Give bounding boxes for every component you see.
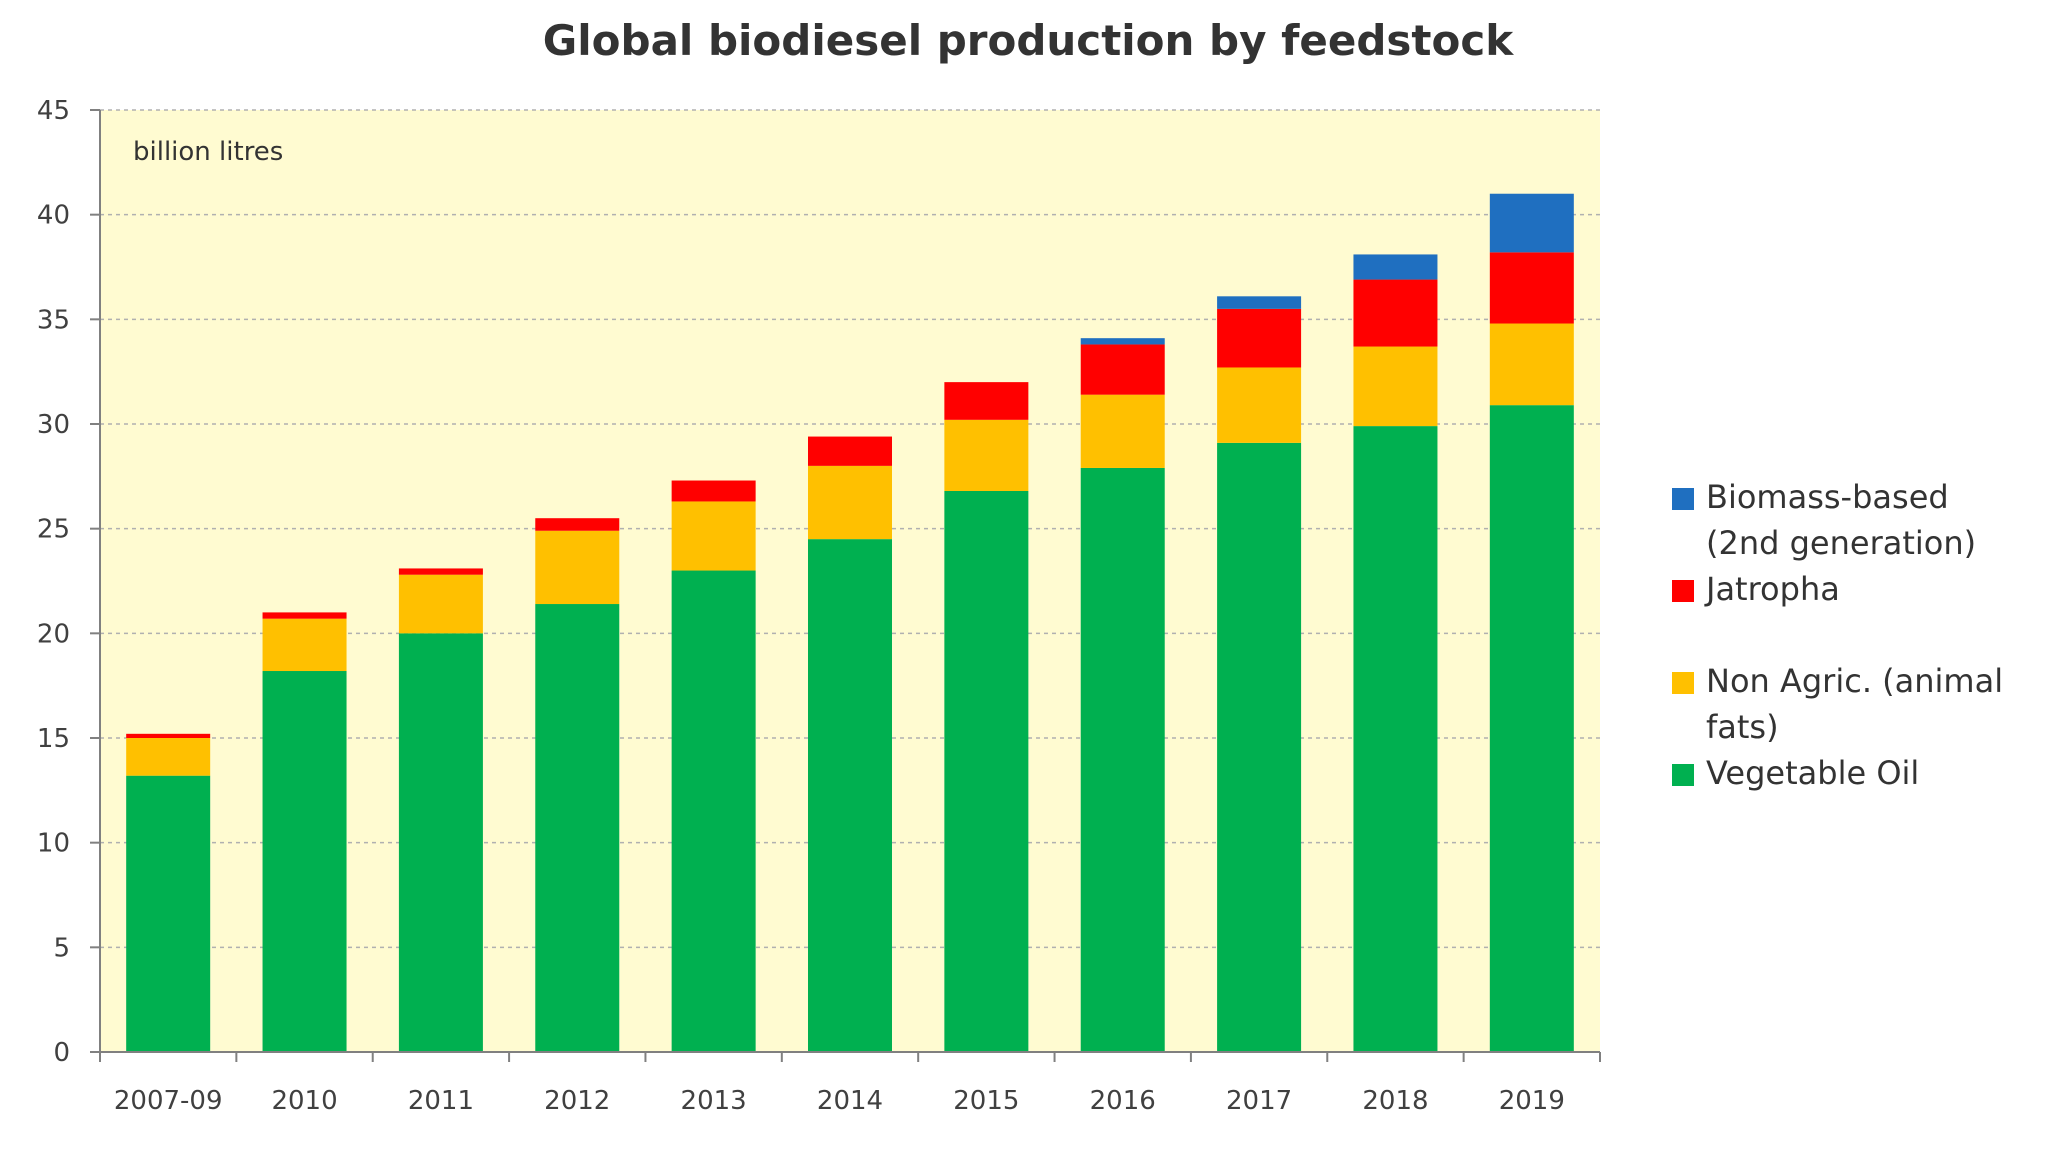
bar-non_agric-2014 — [808, 465, 892, 540]
y-tick-label: 45 — [37, 96, 70, 126]
bar-vegetable_oil-2011 — [398, 633, 483, 1052]
bar-jatropha-2012 — [535, 518, 620, 531]
legend-label-biomass: (2nd generation) — [1706, 524, 1976, 562]
x-tick-label: 2010 — [271, 1086, 337, 1116]
bars — [126, 193, 1574, 1053]
bar-jatropha-2018 — [1353, 279, 1438, 347]
legend-label-non_agric: fats) — [1706, 708, 1779, 746]
legend-item-biomass: Biomass-based (2nd generation) — [1672, 478, 1976, 562]
bar-non_agric-2010 — [262, 618, 347, 672]
legend-item-non_agric: Non Agric. (animal fats) — [1672, 662, 2003, 746]
bar-non_agric-2007-09 — [126, 738, 211, 776]
x-tick-label: 2015 — [953, 1086, 1019, 1116]
y-tick-label: 20 — [37, 619, 70, 649]
bar-vegetable_oil-2017 — [1217, 442, 1302, 1053]
bar-non_agric-2019 — [1489, 323, 1574, 406]
unit-label: billion litres — [133, 137, 283, 167]
bar-non_agric-2017 — [1217, 367, 1302, 443]
legend-label-non_agric: Non Agric. (animal — [1706, 662, 2003, 700]
legend: Biomass-based (2nd generation) Jatropha Non… — [1672, 478, 2003, 792]
y-tick-label: 10 — [37, 829, 70, 859]
bar-non_agric-2011 — [398, 574, 483, 634]
y-tick-label: 35 — [37, 305, 70, 335]
y-tick-label: 25 — [37, 515, 70, 545]
bar-vegetable_oil-2019 — [1489, 405, 1574, 1052]
legend-swatch-biomass — [1672, 488, 1694, 510]
y-tick-label: 5 — [53, 933, 70, 963]
bar-non_agric-2013 — [671, 501, 756, 571]
bar-non_agric-2016 — [1080, 394, 1165, 468]
bar-vegetable_oil-2016 — [1080, 467, 1165, 1053]
x-tick-label: 2014 — [817, 1086, 883, 1116]
bar-vegetable_oil-2015 — [944, 490, 1029, 1052]
bar-biomass-2019 — [1489, 193, 1574, 253]
bar-jatropha-2010 — [262, 612, 347, 619]
legend-swatch-non_agric — [1672, 672, 1694, 694]
bar-jatropha-2013 — [671, 480, 756, 502]
bar-non_agric-2015 — [944, 419, 1029, 491]
bar-vegetable_oil-2007-09 — [126, 775, 211, 1052]
x-tick-label: 2018 — [1362, 1086, 1428, 1116]
bar-biomass-2016 — [1080, 338, 1165, 345]
legend-item-jatropha: Jatropha — [1672, 570, 1840, 608]
bar-biomass-2017 — [1217, 296, 1302, 309]
tick-labels: 0 5 10 15 20 25 30 35 40 45 2007-09 2010 2011 2012 201… — [37, 96, 1565, 1116]
bar-vegetable_oil-2013 — [671, 570, 756, 1052]
bar-jatropha-2016 — [1080, 344, 1165, 395]
bar-non_agric-2012 — [535, 530, 620, 605]
y-tick-label: 40 — [37, 201, 70, 231]
bar-vegetable_oil-2012 — [535, 604, 620, 1052]
bar-jatropha-2014 — [808, 436, 892, 466]
bar-jatropha-2011 — [398, 568, 483, 575]
legend-item-vegetable_oil: Vegetable Oil — [1672, 754, 1919, 792]
x-tick-label: 2017 — [1226, 1086, 1292, 1116]
x-tick-label: 2007-09 — [114, 1086, 223, 1116]
axes — [90, 109, 1601, 1062]
x-tick-label: 2012 — [544, 1086, 610, 1116]
x-tick-label: 2016 — [1090, 1086, 1156, 1116]
legend-label-jatropha: Jatropha — [1704, 570, 1840, 608]
gridlines — [100, 109, 1600, 949]
bar-jatropha-2007-09 — [126, 733, 211, 738]
y-tick-label: 15 — [37, 724, 70, 754]
x-tick-label: 2013 — [681, 1086, 747, 1116]
bar-jatropha-2015 — [944, 382, 1029, 420]
legend-swatch-jatropha — [1672, 580, 1694, 602]
legend-label-biomass: Biomass-based — [1706, 478, 1949, 516]
bar-jatropha-2017 — [1217, 308, 1302, 368]
bar-non_agric-2018 — [1353, 346, 1438, 427]
bar-biomass-2018 — [1353, 254, 1438, 280]
bar-vegetable_oil-2010 — [262, 671, 347, 1052]
legend-swatch-vegetable_oil — [1672, 764, 1694, 786]
y-tick-label: 0 — [53, 1038, 70, 1068]
bar-vegetable_oil-2014 — [808, 539, 892, 1052]
legend-label-vegetable_oil: Vegetable Oil — [1706, 754, 1919, 792]
bar-vegetable_oil-2018 — [1353, 426, 1438, 1052]
y-tick-label: 30 — [37, 410, 70, 440]
x-tick-label: 2019 — [1499, 1086, 1565, 1116]
x-tick-label: 2011 — [408, 1086, 474, 1116]
chart-title: Global biodiesel production by feedstock — [543, 16, 1514, 65]
bar-jatropha-2019 — [1489, 252, 1574, 324]
